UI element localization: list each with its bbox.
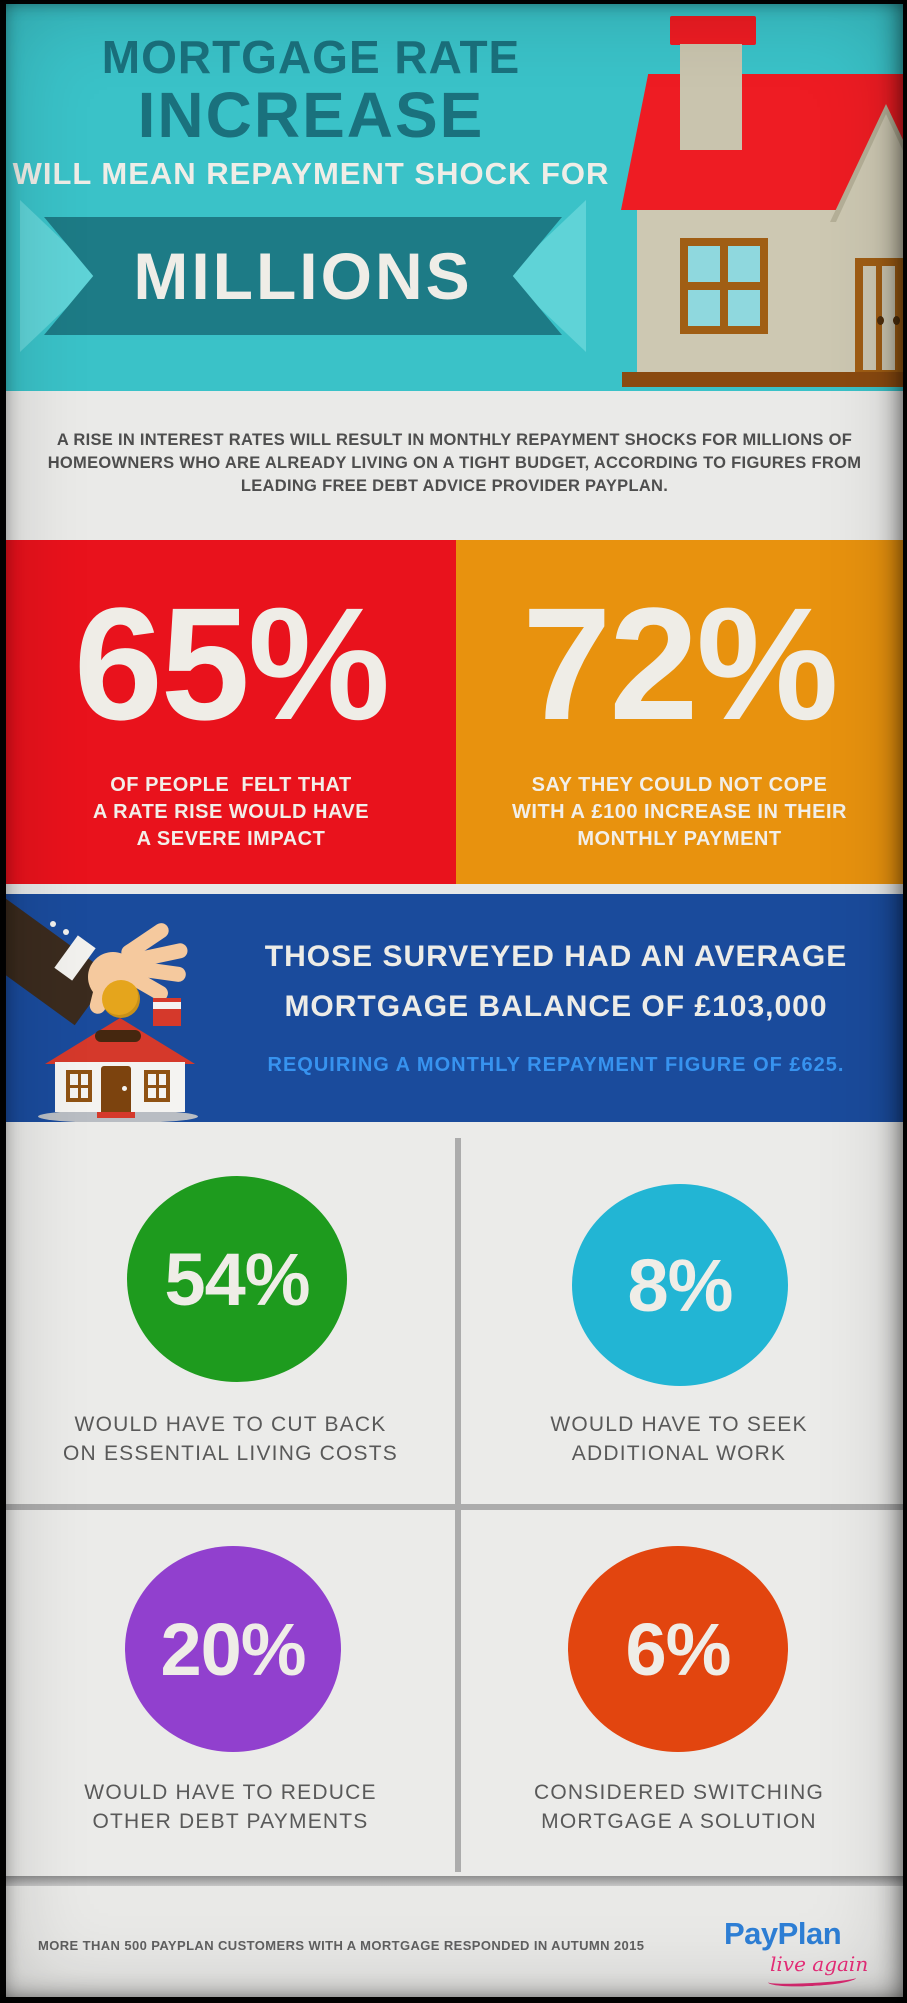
stat-circle-8: 8% xyxy=(572,1184,788,1386)
mortgage-balance-value: £103,000 xyxy=(685,990,828,1023)
doormat-icon xyxy=(97,1112,135,1118)
stat-circle-6: 6% xyxy=(568,1546,788,1752)
house-base xyxy=(622,372,903,387)
stat-block-72: 72% SAY THEY COULD NOT COPE WITH A £100 … xyxy=(456,540,903,884)
stat-highlight-100: £100 xyxy=(585,801,644,823)
bank-chimney-icon xyxy=(153,998,181,1026)
horizontal-divider xyxy=(6,1504,903,1510)
stat-label-54: WOULD HAVE TO CUT BACK ON ESSENTIAL LIVIN… xyxy=(63,1413,398,1465)
header-subtitle: WILL MEAN REPAYMENT SHOCK FOR xyxy=(12,156,610,191)
stat-value-65: 65% xyxy=(73,574,390,753)
chimney-cap-icon xyxy=(670,16,756,45)
intro-line-3: LEADING FREE DEBT ADVICE PROVIDER PAYPLA… xyxy=(240,477,669,495)
stat-label-8: WOULD HAVE TO SEEK ADDITIONAL WORK xyxy=(550,1413,808,1465)
coin-icon xyxy=(102,980,140,1018)
house-door-icon xyxy=(855,258,903,378)
payplan-logo: PayPlan live again xyxy=(722,1908,872,1989)
footer-note: MORE THAN 500 PAYPLAN CUSTOMERS WITH A M… xyxy=(38,1938,645,1953)
page-title-line1: MORTGAGE RATE xyxy=(101,31,521,83)
quadrant-stats-section: 54% WOULD HAVE TO CUT BACK ON ESSENTIAL L… xyxy=(6,1122,903,1876)
bank-window-icon xyxy=(66,1070,92,1102)
survey-line-3: REQUIRING A MONTHLY REPAYMENT FIGURE OF … xyxy=(267,1054,845,1076)
house-window-icon xyxy=(680,238,768,334)
stat-circle-20: 20% xyxy=(125,1546,341,1752)
survey-section: THOSE SURVEYED HAD AN AVERAGE MORTGAGE B… xyxy=(6,894,903,1122)
ribbon-label: MILLIONS xyxy=(133,239,473,313)
stat-label-6: CONSIDERED SWITCHING MORTGAGE A SOLUTION xyxy=(533,1781,824,1833)
bank-window-icon xyxy=(144,1070,170,1102)
millions-ribbon: MILLIONS xyxy=(20,200,586,352)
survey-line-2: MORTGAGE BALANCE OF £103,000 xyxy=(284,990,828,1023)
intro-section: A RISE IN INTEREST RATES WILL RESULT IN … xyxy=(6,391,903,540)
footer-divider xyxy=(6,1876,903,1886)
house-illustration xyxy=(600,4,903,391)
coin-slot-icon xyxy=(95,1030,141,1042)
payplan-tagline: live again xyxy=(770,1952,869,1976)
bank-door-icon xyxy=(101,1066,131,1112)
stat-block-65: 65% OF PEOPLE FELT THAT A RATE RISE WOUL… xyxy=(6,540,456,884)
ribbon-band xyxy=(44,217,562,335)
intro-line-1: A RISE IN INTEREST RATES WILL RESULT IN … xyxy=(56,431,853,449)
vertical-divider xyxy=(455,1138,461,1872)
stat-circle-54: 54% xyxy=(127,1176,347,1382)
intro-line-2: HOMEOWNERS WHO ARE ALREADY LIVING ON A T… xyxy=(47,454,862,472)
chimney-icon xyxy=(680,44,742,150)
payplan-logo-text: PayPlan xyxy=(724,1916,842,1951)
stat-caption-65: OF PEOPLE FELT THAT A RATE RISE WOULD HA… xyxy=(92,774,370,850)
sleeve-dot xyxy=(63,929,69,935)
coin-into-house-illustration xyxy=(6,894,336,1122)
stat-caption-72: SAY THEY COULD NOT COPE WITH A £100 INCR… xyxy=(512,774,847,850)
footer-section: MORE THAN 500 PAYPLAN CUSTOMERS WITH A M… xyxy=(6,1886,903,1997)
page-title-line2: INCREASE xyxy=(137,79,485,151)
stat-value-72: 72% xyxy=(522,574,838,753)
section-divider-light xyxy=(6,884,903,894)
stat-label-20: WOULD HAVE TO REDUCE OTHER DEBT PAYMENTS xyxy=(84,1781,377,1833)
sleeve-dot xyxy=(50,921,56,927)
intro-paragraph: A RISE IN INTEREST RATES WILL RESULT IN … xyxy=(6,429,903,498)
header-section: MORTGAGE RATE INCREASE WILL MEAN REPAYME… xyxy=(6,4,903,391)
survey-line-1: THOSE SURVEYED HAD AN AVERAGE xyxy=(264,940,848,973)
